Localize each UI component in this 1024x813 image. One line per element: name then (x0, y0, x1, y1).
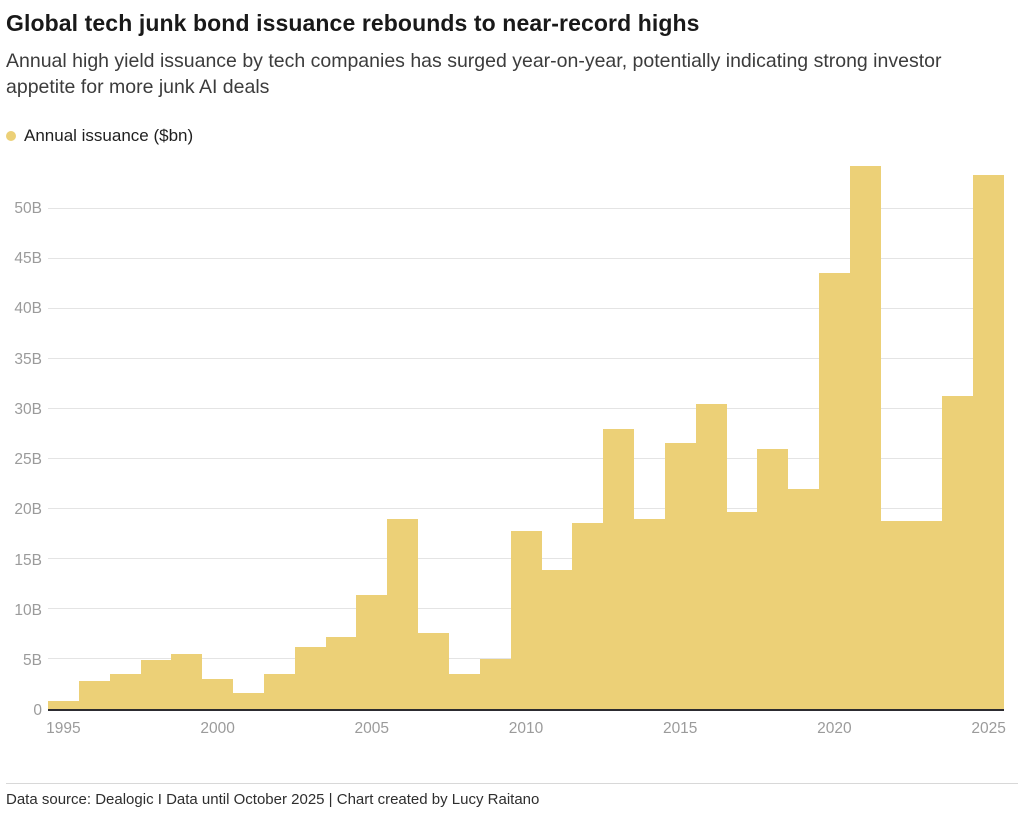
y-tick-50B: 50B (14, 199, 42, 217)
bar-2009 (479, 659, 511, 710)
gridline-20B (48, 508, 1004, 510)
legend-dot-icon (6, 131, 16, 142)
bar-2018 (757, 448, 789, 710)
bar-2008 (448, 674, 480, 710)
y-tick-35B: 35B (14, 350, 42, 368)
bar-2011 (541, 570, 573, 710)
bar-2014 (634, 519, 665, 710)
gridline-30B (48, 407, 1004, 409)
x-tick-2025: 2025 (971, 720, 1006, 738)
gridline-35B (48, 357, 1004, 359)
x-tick-2010: 2010 (508, 720, 544, 738)
x-tick-2015: 2015 (662, 720, 698, 738)
x-tick-2005: 2005 (354, 720, 390, 738)
bar-2004 (325, 637, 357, 710)
legend-label: Annual issuance ($bn) (24, 126, 194, 146)
bar-2019 (788, 489, 820, 710)
bar-2022 (880, 521, 912, 710)
source-note: Data source: Dealogic I Data until Octob… (6, 783, 1018, 813)
y-tick-30B: 30B (14, 400, 42, 418)
chart-title: Global tech junk bond issuance rebounds … (6, 10, 700, 36)
y-tick-40B: 40B (14, 300, 42, 318)
bar-2017 (726, 512, 758, 710)
y-tick-45B: 45B (14, 249, 42, 267)
x-tick-2000: 2000 (200, 720, 235, 738)
y-tick-5B: 5B (23, 652, 42, 670)
bar-1996 (78, 681, 110, 710)
bar-1997 (109, 674, 141, 710)
y-tick-0: 0 (33, 702, 42, 720)
bar-chart: 0 5B 10B 15B 20B 25B 30B 35B 40B 45B 50B 1995 2000 2… (6, 158, 1006, 742)
bar-2024 (942, 395, 974, 710)
bar-2016 (695, 403, 727, 710)
bar-1998 (140, 660, 172, 710)
bar-2023 (911, 521, 943, 710)
bar-2006 (387, 519, 419, 710)
x-tick-1995: 1995 (46, 720, 81, 738)
y-axis-labels: 0 5B 10B 15B 20B 25B 30B 35B 40B 45B 50B (6, 158, 42, 720)
plot-area (48, 158, 1005, 712)
bar-2013 (603, 428, 635, 710)
gridline-25B (48, 457, 1004, 459)
bar-2000 (202, 679, 234, 710)
bar-2001 (233, 693, 264, 710)
bar-1995 (48, 701, 79, 710)
bar-2012 (572, 523, 604, 710)
bar-2007 (418, 633, 449, 710)
y-tick-15B: 15B (14, 551, 42, 569)
bar-2015 (664, 442, 696, 710)
bar-2010 (510, 531, 542, 710)
gridline-50B (48, 207, 1004, 209)
gridline-45B (48, 257, 1004, 259)
bar-2005 (356, 595, 388, 710)
y-tick-25B: 25B (14, 451, 42, 469)
bar-2020 (819, 272, 850, 710)
y-tick-20B: 20B (14, 501, 42, 519)
chart-subtitle: Annual high yield issuance by tech compa… (6, 49, 942, 98)
legend: Annual issuance ($bn) (6, 126, 1004, 146)
gridline-40B (48, 307, 1004, 309)
y-tick-10B: 10B (14, 601, 42, 619)
bar-2002 (263, 674, 295, 710)
bar-2025 (973, 175, 1005, 710)
bar-2021 (849, 166, 881, 710)
x-axis-labels: 1995 2000 2005 2010 2015 2020 2025 (46, 713, 1006, 739)
bars-container (48, 158, 1005, 710)
bar-1999 (171, 654, 203, 710)
x-tick-2020: 2020 (817, 720, 852, 738)
bar-2003 (294, 647, 326, 710)
